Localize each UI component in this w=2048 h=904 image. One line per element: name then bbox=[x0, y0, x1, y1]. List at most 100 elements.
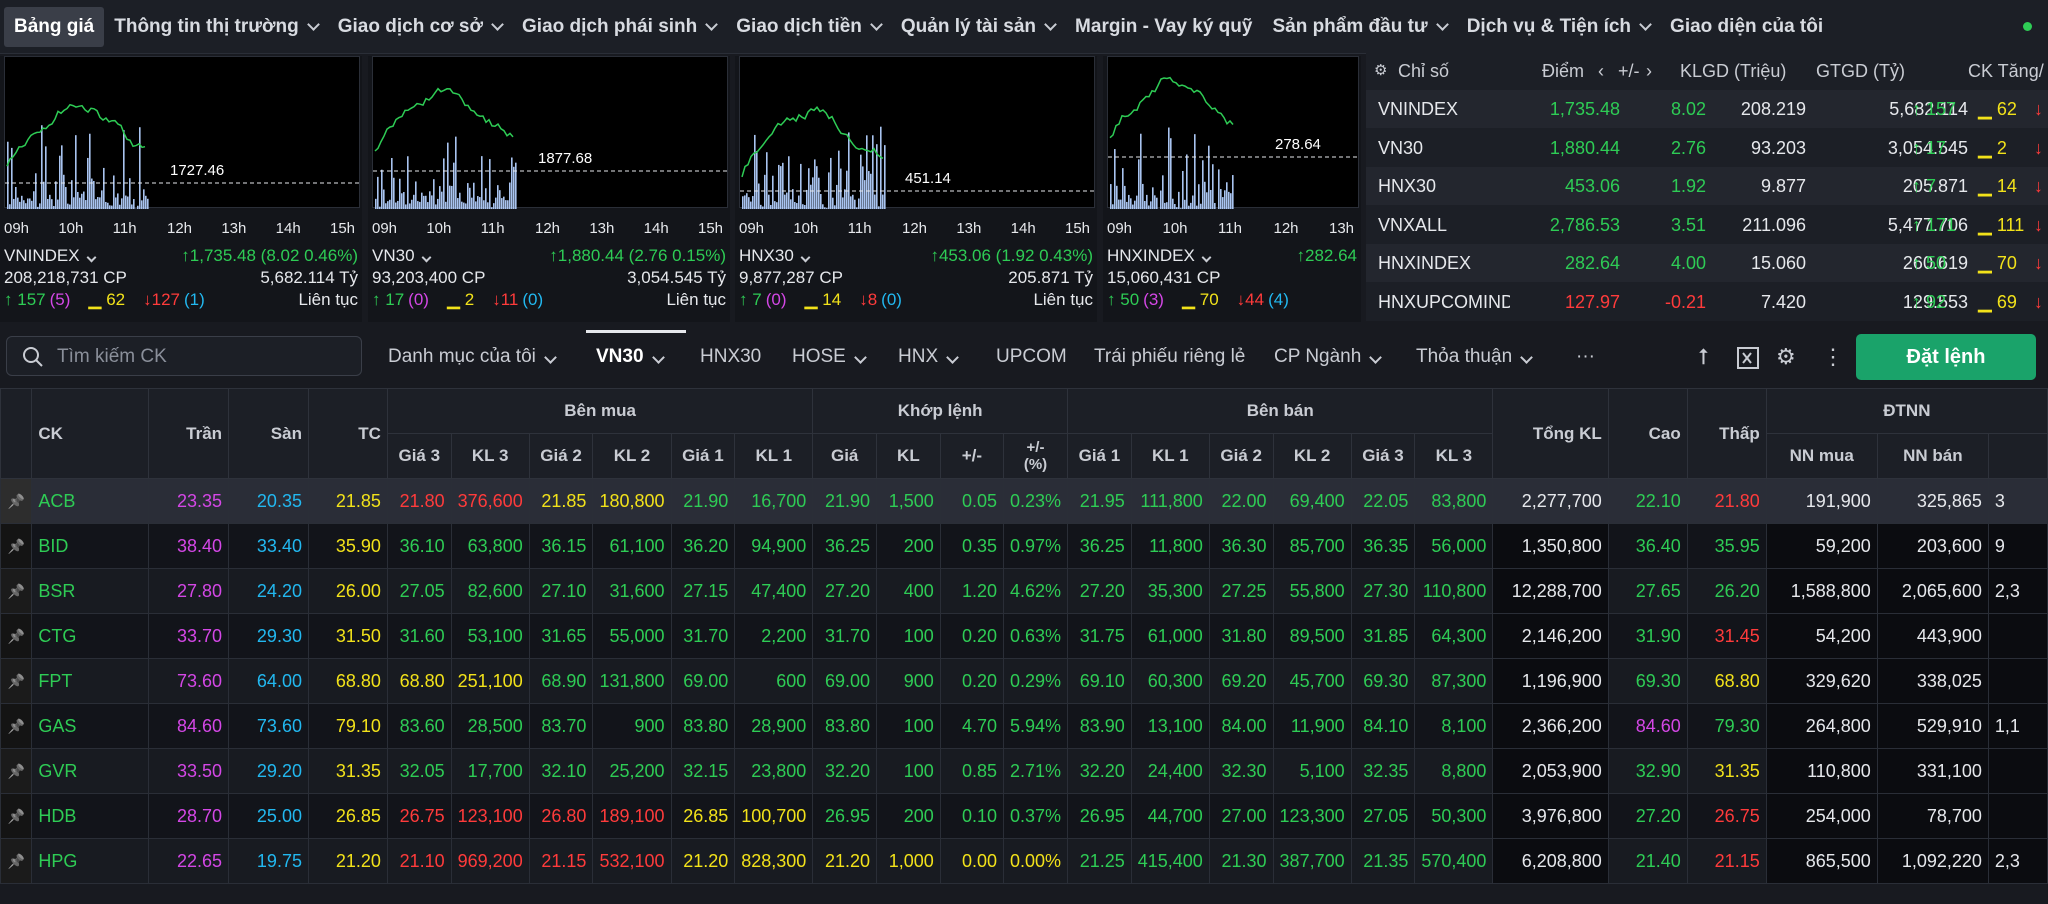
cell-s3[interactable]: 22.05 bbox=[1350, 478, 1416, 524]
cell-sv2[interactable]: 69,400 bbox=[1272, 478, 1352, 524]
table-row[interactable]: 📌 FPT 73.60 64.00 68.80 68.80 251,100 68.90 131,… bbox=[0, 658, 2048, 704]
header-pct[interactable]: +/- (%) bbox=[1002, 433, 1069, 479]
cell-sv2[interactable]: 85,700 bbox=[1272, 523, 1352, 569]
cell-sv2[interactable]: 55,800 bbox=[1272, 568, 1352, 614]
cell-mp[interactable]: 27.20 bbox=[812, 568, 878, 614]
cell-mp[interactable]: 69.00 bbox=[812, 658, 878, 704]
cell-sv3[interactable]: 8,100 bbox=[1414, 703, 1494, 749]
pin-icon[interactable]: 📌 bbox=[0, 793, 33, 839]
cell-b1[interactable]: 21.90 bbox=[670, 478, 736, 524]
nav-item-9[interactable]: Giao diện của tôi bbox=[1660, 7, 1833, 47]
tab-9[interactable]: ··· bbox=[1576, 346, 1595, 368]
nav-item-0[interactable]: Bảng giá bbox=[4, 6, 105, 47]
cell-bv3[interactable]: 28,500 bbox=[450, 703, 530, 749]
cell-b2[interactable]: 68.90 bbox=[528, 658, 594, 704]
cell-s3[interactable]: 69.30 bbox=[1350, 658, 1416, 704]
table-row[interactable]: 📌 GVR 33.50 29.20 31.35 32.05 17,700 32.10 25,20… bbox=[0, 748, 2048, 794]
place-order-button[interactable]: Đặt lệnh bbox=[1856, 334, 2036, 380]
cell-sv3[interactable]: 64,300 bbox=[1414, 613, 1494, 659]
cell-mv[interactable]: 100 bbox=[876, 748, 941, 794]
header-chg[interactable]: +/- bbox=[939, 433, 1004, 479]
header-ck[interactable]: CK bbox=[31, 388, 150, 479]
header-sv2[interactable]: KL 2 bbox=[1272, 433, 1352, 479]
cell-bv1[interactable]: 94,900 bbox=[734, 523, 814, 569]
cell-sv2[interactable]: 5,100 bbox=[1272, 748, 1352, 794]
header-bv1[interactable]: KL 1 bbox=[734, 433, 814, 479]
cell-b1[interactable]: 27.15 bbox=[670, 568, 736, 614]
pin-icon[interactable]: 📌 bbox=[0, 478, 33, 524]
stock-symbol[interactable]: ACB bbox=[31, 478, 150, 524]
cell-b1[interactable]: 21.20 bbox=[670, 838, 736, 884]
cell-bv3[interactable]: 82,600 bbox=[450, 568, 530, 614]
header-bv3[interactable]: KL 3 bbox=[450, 433, 530, 479]
cell-sv1[interactable]: 60,300 bbox=[1130, 658, 1210, 704]
pin-icon[interactable]: 📌 bbox=[0, 523, 33, 569]
cell-bv2[interactable]: 900 bbox=[592, 703, 672, 749]
cell-sv2[interactable]: 387,700 bbox=[1272, 838, 1352, 884]
cell-mv[interactable]: 100 bbox=[876, 613, 941, 659]
cell-b1[interactable]: 26.85 bbox=[670, 793, 736, 839]
cell-s3[interactable]: 84.10 bbox=[1350, 703, 1416, 749]
cell-bv1[interactable]: 16,700 bbox=[734, 478, 814, 524]
header-b3[interactable]: Giá 3 bbox=[386, 433, 452, 479]
cell-b3[interactable]: 27.05 bbox=[386, 568, 452, 614]
cell-b2[interactable]: 27.10 bbox=[528, 568, 594, 614]
stock-search-box[interactable] bbox=[6, 336, 362, 376]
header-ref[interactable]: TC bbox=[307, 388, 388, 479]
cell-b3[interactable]: 26.75 bbox=[386, 793, 452, 839]
cell-s1[interactable]: 32.20 bbox=[1067, 748, 1132, 794]
cell-bv3[interactable]: 53,100 bbox=[450, 613, 530, 659]
nav-item-2[interactable]: Giao dịch cơ sở bbox=[328, 7, 512, 47]
cell-pct[interactable]: 4.62% bbox=[1002, 568, 1069, 614]
nav-item-4[interactable]: Giao dịch tiền bbox=[726, 7, 891, 47]
tab-8[interactable]: Thỏa thuận bbox=[1416, 346, 1534, 368]
excel-export-icon[interactable] bbox=[1736, 346, 1760, 370]
nav-item-7[interactable]: Sản phẩm đầu tư bbox=[1262, 7, 1456, 47]
cell-s3[interactable]: 27.05 bbox=[1350, 793, 1416, 839]
cell-b1[interactable]: 36.20 bbox=[670, 523, 736, 569]
cell-s1[interactable]: 27.20 bbox=[1067, 568, 1132, 614]
cell-s2[interactable]: 27.00 bbox=[1208, 793, 1274, 839]
cell-sv3[interactable]: 56,000 bbox=[1414, 523, 1494, 569]
cell-bv1[interactable]: 23,800 bbox=[734, 748, 814, 794]
nav-item-1[interactable]: Thông tin thị trường bbox=[104, 7, 328, 47]
cell-pct[interactable]: 2.71% bbox=[1002, 748, 1069, 794]
cell-sv2[interactable]: 89,500 bbox=[1272, 613, 1352, 659]
cell-b3[interactable]: 83.60 bbox=[386, 703, 452, 749]
cell-s1[interactable]: 83.90 bbox=[1067, 703, 1132, 749]
cell-s2[interactable]: 22.00 bbox=[1208, 478, 1274, 524]
cell-b2[interactable]: 31.65 bbox=[528, 613, 594, 659]
cell-mp[interactable]: 32.20 bbox=[812, 748, 878, 794]
cell-s1[interactable]: 69.10 bbox=[1067, 658, 1132, 704]
cell-chg[interactable]: 0.20 bbox=[939, 613, 1004, 659]
cell-pct[interactable]: 0.97% bbox=[1002, 523, 1069, 569]
index-name-selector[interactable]: HNXINDEX bbox=[1107, 246, 1212, 266]
index-card-hnxindex[interactable]: 278.64 09h 10h 11h 12h 13h HNXINDEX ↑282.64 15,0… bbox=[1103, 56, 1361, 322]
cell-s1[interactable]: 31.75 bbox=[1067, 613, 1132, 659]
header-sv3[interactable]: KL 3 bbox=[1414, 433, 1494, 479]
cell-bv2[interactable]: 532,100 bbox=[592, 838, 672, 884]
cell-s1[interactable]: 21.95 bbox=[1067, 478, 1132, 524]
cell-b2[interactable]: 36.15 bbox=[528, 523, 594, 569]
more-vertical-icon[interactable]: ⋮ bbox=[1822, 344, 1844, 369]
index-card-vnindex[interactable]: 1727.46 09h 10h 11h 12h 13h 14h 15h VNINDEX ↑1,73… bbox=[0, 56, 362, 322]
cell-chg[interactable]: 0.85 bbox=[939, 748, 1004, 794]
cell-pct[interactable]: 5.94% bbox=[1002, 703, 1069, 749]
cell-s3[interactable]: 32.35 bbox=[1350, 748, 1416, 794]
cell-bv2[interactable]: 25,200 bbox=[592, 748, 672, 794]
chevron-left-icon[interactable]: ‹ bbox=[1598, 61, 1604, 81]
cell-bv2[interactable]: 61,100 bbox=[592, 523, 672, 569]
cell-b1[interactable]: 31.70 bbox=[670, 613, 736, 659]
cell-pct[interactable]: 0.63% bbox=[1002, 613, 1069, 659]
cell-sv3[interactable]: 83,800 bbox=[1414, 478, 1494, 524]
header-mp[interactable]: Giá bbox=[812, 433, 878, 479]
cell-bv1[interactable]: 600 bbox=[734, 658, 814, 704]
nav-item-6[interactable]: Margin - Vay ký quỹ bbox=[1065, 7, 1262, 47]
arrow-up-icon[interactable]: ⭡ bbox=[1698, 344, 1709, 369]
cell-s3[interactable]: 36.35 bbox=[1350, 523, 1416, 569]
index-name-selector[interactable]: VN30 bbox=[372, 246, 431, 266]
cell-chg[interactable]: 0.20 bbox=[939, 658, 1004, 704]
header-nnsell[interactable]: NN bán bbox=[1876, 433, 1989, 479]
cell-mp[interactable]: 26.95 bbox=[812, 793, 878, 839]
cell-mv[interactable]: 1,500 bbox=[876, 478, 941, 524]
